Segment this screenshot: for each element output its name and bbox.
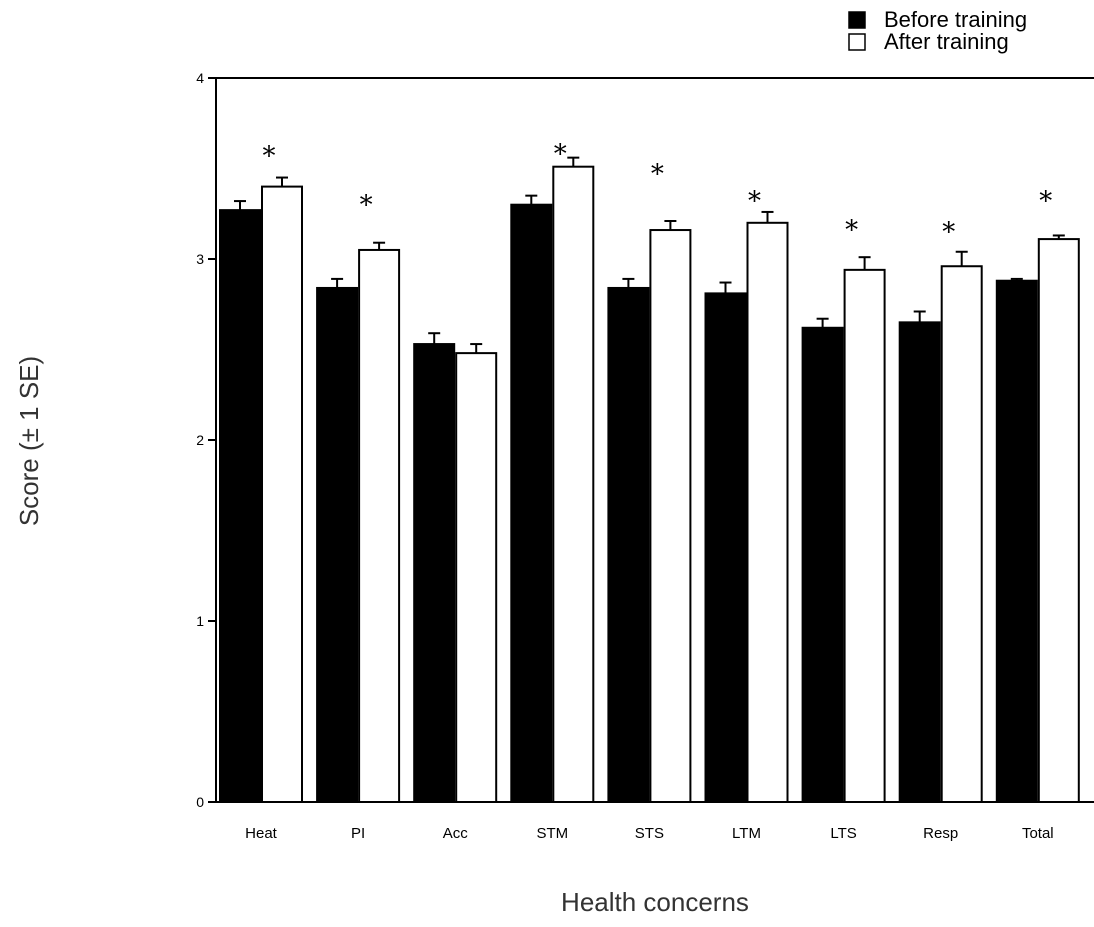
- bar-group-ltm: [704, 210, 789, 804]
- significance-marker-pi: *: [360, 190, 373, 220]
- bar-pi-after: [358, 248, 401, 803]
- significance-marker-lts: *: [845, 216, 858, 246]
- plot-area: * * * * * * * *: [219, 140, 1080, 804]
- bar-resp-after: [940, 265, 983, 803]
- bar-heat-before: [219, 209, 261, 803]
- bar-pi-before: [316, 286, 359, 803]
- x-tick-label-acc: Acc: [443, 825, 469, 842]
- bar-sts-after: [649, 229, 692, 804]
- x-tick-label-heat: Heat: [245, 825, 278, 842]
- y-tick-label-4: 4: [196, 70, 204, 86]
- x-axis-title: Health concerns: [561, 887, 749, 917]
- x-tick-label-total: Total: [1022, 825, 1054, 842]
- bar-stm-after: [552, 165, 595, 803]
- bar-ltm-after: [746, 221, 789, 804]
- y-axis-title: Score (± 1 SE): [14, 356, 44, 526]
- y-tick-label-0: 0: [196, 794, 204, 810]
- x-tick-label-resp: Resp: [923, 825, 958, 842]
- bar-group-total: [995, 234, 1080, 804]
- bar-group-acc: [413, 332, 498, 803]
- y-tick-label-3: 3: [196, 251, 204, 267]
- y-tick-label-2: 2: [196, 432, 204, 448]
- x-tick-label-pi: PI: [351, 825, 365, 842]
- legend-swatch-after: [848, 33, 866, 51]
- bar-lts-after: [843, 268, 886, 803]
- bar-stm-before: [510, 203, 553, 803]
- legend-label-after: After training: [884, 29, 1009, 54]
- bar-sts-before: [607, 286, 650, 803]
- legend-label-before: Before training: [884, 7, 1027, 32]
- legend-swatch-before: [848, 11, 866, 29]
- axes: Heat PI Acc STM STS LTM LTS Resp Total 0 1 2 3 4: [196, 70, 1094, 842]
- bar-total-after: [1037, 238, 1080, 803]
- significance-marker-stm: *: [554, 140, 567, 170]
- significance-marker-resp: *: [942, 217, 955, 247]
- bar-lts-before: [801, 326, 844, 803]
- bar-group-sts: [607, 219, 692, 804]
- bar-group-resp: [898, 250, 983, 803]
- bar-group-pi: [316, 241, 401, 803]
- x-tick-label-stm: STM: [536, 825, 568, 842]
- significance-marker-sts: *: [651, 160, 664, 190]
- x-tick-label-sts: STS: [635, 825, 664, 842]
- bar-group-heat: [219, 176, 303, 804]
- significance-marker-heat: *: [263, 141, 276, 171]
- significance-marker-total: *: [1039, 187, 1052, 217]
- bar-heat-after: [261, 185, 303, 804]
- x-tick-label-lts: LTS: [830, 825, 856, 842]
- significance-marker-ltm: *: [748, 187, 761, 217]
- bar-acc-after: [455, 352, 498, 803]
- bar-resp-before: [898, 321, 941, 803]
- x-tick-label-ltm: LTM: [732, 825, 761, 842]
- bar-acc-before: [413, 343, 456, 803]
- bar-ltm-before: [704, 292, 747, 803]
- y-tick-label-1: 1: [196, 613, 204, 629]
- bar-total-before: [995, 279, 1038, 804]
- bar-group-lts: [801, 256, 886, 803]
- bar-group-stm: [510, 156, 595, 803]
